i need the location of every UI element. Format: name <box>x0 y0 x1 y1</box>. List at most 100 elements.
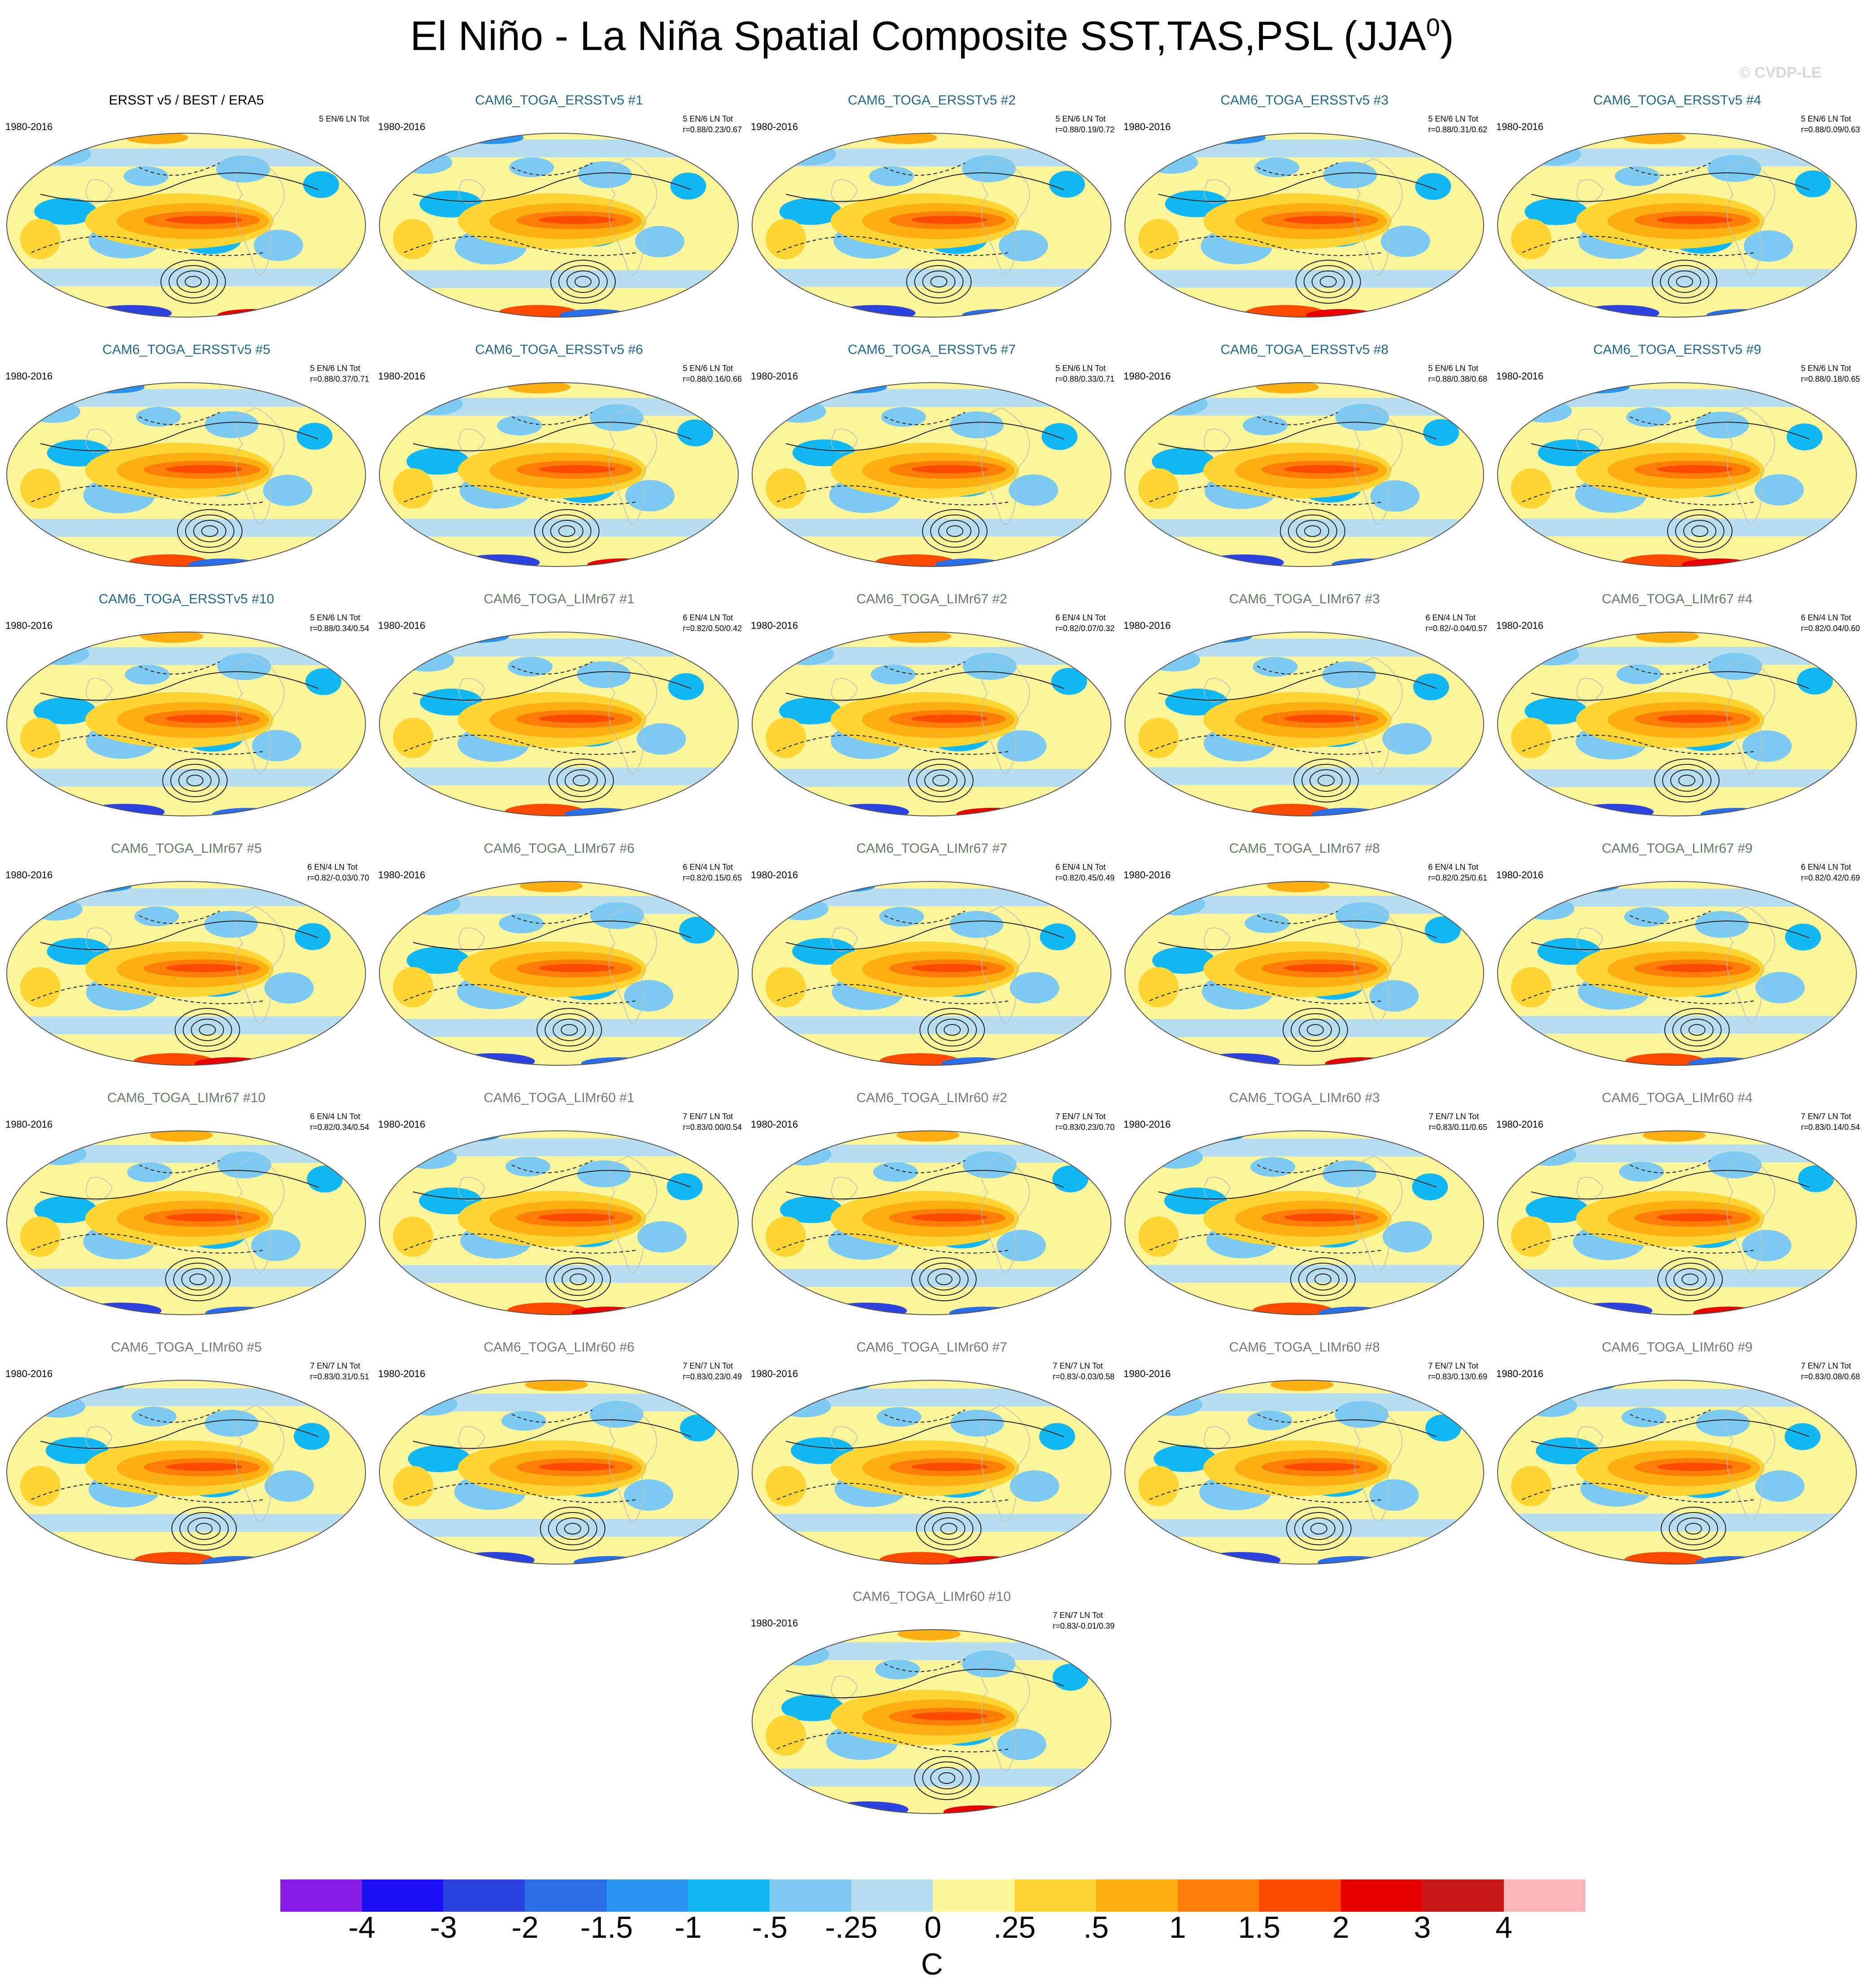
psl-contour <box>1306 1268 1340 1290</box>
field-band <box>7 1388 366 1406</box>
panel-stats: 6 EN/4 LN Tot r=0.82/0.50/0.42 <box>683 612 742 634</box>
cool-anomaly <box>131 1407 177 1427</box>
panel-stats: 5 EN/6 LN Tot r=0.88/0.16/0.66 <box>683 363 742 384</box>
panel-period: 1980-2016 <box>1124 620 1171 631</box>
sst-field <box>752 383 1111 567</box>
psl-contour <box>914 1756 980 1800</box>
cool-anomaly <box>997 1229 1046 1261</box>
colorbar-tick-label: .25 <box>993 1910 1036 1944</box>
panel-period: 1980-2016 <box>378 869 426 881</box>
pattern-correlation: r=0.82/0.07/0.32 <box>1055 624 1115 633</box>
coastline <box>831 428 858 453</box>
coastline <box>86 179 113 204</box>
psl-contour <box>1298 1019 1332 1041</box>
warm-anomaly <box>539 1213 615 1221</box>
psl-contour <box>1295 260 1361 304</box>
psl-contour <box>1304 525 1321 537</box>
psl-contour <box>550 260 616 304</box>
map-border <box>752 881 1111 1066</box>
composite-map <box>752 1380 1111 1565</box>
panel-stats: 5 EN/6 LN Tot r=0.88/0.33/0.71 <box>1055 363 1115 384</box>
psl-contour <box>930 514 980 548</box>
title-superscript: 0 <box>1426 13 1440 41</box>
sst-field <box>1125 1131 1484 1315</box>
cool-anomaly <box>1369 1479 1419 1511</box>
map-panel: CAM6_TOGA_LIMr67 #2 1980-2016 6 EN/4 LN To… <box>745 568 1118 818</box>
psl-contour <box>40 1170 319 1199</box>
psl-contours <box>1149 661 1437 802</box>
psl-contour <box>1320 276 1337 288</box>
composite-map <box>379 133 739 318</box>
cool-anomaly <box>499 913 544 933</box>
coastline <box>1577 1177 1603 1201</box>
event-counts: 7 EN/7 LN Tot <box>1428 1112 1479 1121</box>
cool-anomaly <box>1335 902 1389 929</box>
panel-period: 1980-2016 <box>5 121 53 132</box>
psl-contour <box>1673 1268 1707 1290</box>
field-band <box>1498 389 1856 407</box>
psl-contours <box>1149 1409 1437 1551</box>
cool-anomaly <box>217 1151 271 1179</box>
coastline <box>1354 906 1403 1024</box>
map-border <box>1497 632 1857 816</box>
cool-anomaly <box>949 411 1004 439</box>
cool-anomaly <box>1743 230 1793 262</box>
cool-anomaly <box>1010 972 1059 1004</box>
psl-contour <box>413 671 692 701</box>
cool-anomaly <box>264 972 314 1004</box>
cool-anomaly <box>1152 448 1215 475</box>
psl-contour-negative <box>1257 162 1338 176</box>
sst-field <box>1498 383 1856 567</box>
panel-period: 1980-2016 <box>1124 1368 1171 1379</box>
psl-contour <box>40 920 319 950</box>
cool-anomaly <box>1247 1410 1293 1430</box>
coastline <box>458 428 485 453</box>
psl-contour-negative <box>31 984 265 1004</box>
pattern-correlation: r=0.88/0.31/0.62 <box>1428 125 1487 134</box>
map-panel: CAM6_TOGA_ERSSTv5 #4 1980-2016 5 EN/6 LN T… <box>1491 70 1864 319</box>
coastline <box>981 407 1030 525</box>
psl-contour <box>932 1517 966 1540</box>
cool-anomaly <box>777 1395 832 1417</box>
psl-contour-negative <box>1149 1483 1383 1503</box>
panel-title: CAM6_TOGA_LIMr60 #5 <box>111 1340 262 1355</box>
psl-contours <box>404 1409 692 1551</box>
panel-title: CAM6_TOGA_LIMr67 #10 <box>107 1090 266 1105</box>
psl-contour <box>1660 1507 1726 1551</box>
psl-contour <box>191 1019 224 1041</box>
psl-contour <box>177 509 243 553</box>
map-border <box>379 881 739 1066</box>
map-panel: CAM6_TOGA_ERSSTv5 #7 1980-2016 5 EN/6 LN T… <box>745 319 1118 568</box>
map-panel: CAM6_TOGA_ERSSTv5 #9 1980-2016 5 EN/6 LN T… <box>1491 319 1864 568</box>
psl-contour <box>1662 764 1712 797</box>
panel-stats: 5 EN/6 LN Tot <box>319 113 369 124</box>
colorbar-tick-label: 1.5 <box>1238 1910 1280 1944</box>
map-border <box>6 382 366 567</box>
panel-period: 1980-2016 <box>1496 869 1544 881</box>
psl-contour <box>40 422 319 451</box>
map-panel: CAM6_TOGA_LIMr60 #9 1980-2016 7 EN/7 LN To… <box>1491 1317 1864 1566</box>
polar-anomaly <box>813 881 876 892</box>
psl-contour <box>935 1273 953 1285</box>
polar-anomaly <box>1182 1131 1245 1142</box>
psl-contour <box>171 1507 237 1551</box>
sst-field <box>1498 1380 1856 1564</box>
map-panel: CAM6_TOGA_LIMr67 #10 1980-2016 6 EN/4 LN T… <box>0 1067 373 1317</box>
warm-anomaly <box>1284 465 1360 473</box>
panel-title: CAM6_TOGA_ERSSTv5 #1 <box>475 93 643 108</box>
pattern-correlation: r=0.82/-0.04/0.57 <box>1425 624 1487 633</box>
map-panel: CAM6_TOGA_LIMr60 #4 1980-2016 7 EN/7 LN To… <box>1491 1067 1864 1317</box>
psl-contour <box>919 1263 969 1296</box>
colorbar-box <box>606 1879 688 1912</box>
warm-anomaly <box>766 219 806 259</box>
psl-contour <box>924 769 958 792</box>
cool-anomaly <box>1051 667 1087 695</box>
cool-anomaly <box>1523 1394 1577 1417</box>
colorbar-box <box>1341 1879 1423 1912</box>
composite-map <box>6 382 366 567</box>
cool-anomaly <box>871 664 916 684</box>
cool-anomaly <box>962 653 1017 680</box>
colorbar-tick-label: -4 <box>348 1910 376 1944</box>
colorbar-tick-label: -2 <box>511 1910 539 1944</box>
panel-stats: 6 EN/4 LN Tot r=0.82/0.25/0.61 <box>1428 862 1487 883</box>
